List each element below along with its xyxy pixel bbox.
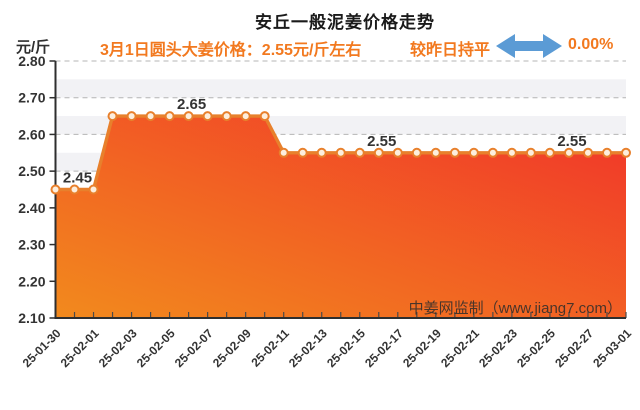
- x-axis-label: 25-02-05: [134, 326, 178, 370]
- data-point-marker: [583, 147, 593, 158]
- data-point-marker: [430, 147, 441, 158]
- data-point-marker: [88, 184, 99, 195]
- y-axis-label: 2.50: [18, 163, 45, 179]
- data-point-marker: [468, 147, 479, 158]
- change-percent-value: 0.00%: [568, 36, 614, 53]
- data-point-marker: [602, 147, 612, 158]
- data-point-marker: [411, 147, 422, 158]
- data-point-marker: [506, 147, 517, 158]
- data-point-marker: [183, 111, 194, 122]
- x-axis-label: 25-02-01: [58, 326, 102, 370]
- data-point-marker: [316, 147, 327, 158]
- y-axis-label: 2.60: [18, 126, 45, 142]
- x-axis-label: 25-02-19: [400, 326, 444, 370]
- data-point-marker: [335, 147, 346, 158]
- chart-band: [55, 79, 626, 98]
- x-axis-label: 25-02-11: [248, 326, 292, 370]
- chart-band: [55, 97, 626, 117]
- data-point-marker: [202, 111, 213, 122]
- y-axis-label: 2.10: [18, 310, 45, 326]
- point-value-label: 2.45: [63, 170, 92, 187]
- x-axis-label: 25-02-25: [514, 326, 558, 370]
- flat-double-arrow-icon: [496, 33, 562, 59]
- data-point-marker: [50, 184, 61, 195]
- data-point-marker: [240, 111, 251, 122]
- y-axis-label: 2.40: [18, 200, 45, 216]
- y-axis-label: 2.20: [18, 273, 45, 289]
- data-point-marker: [164, 111, 175, 122]
- data-point-marker: [373, 147, 384, 158]
- y-axis-unit-label: 元/斤: [16, 39, 51, 56]
- y-axis-label: 2.70: [18, 90, 45, 106]
- x-axis-label: 25-02-09: [210, 326, 254, 370]
- area-fill: [55, 116, 626, 318]
- point-value-label: 2.55: [557, 133, 586, 150]
- point-value-label: 2.55: [367, 133, 396, 150]
- x-axis-label: 25-02-15: [324, 326, 368, 370]
- x-axis-label: 25-02-03: [96, 326, 140, 370]
- chart-band: [55, 61, 626, 80]
- x-axis-label: 25-03-01: [590, 326, 634, 370]
- x-axis-label: 25-01-30: [20, 326, 64, 370]
- x-axis-label: 25-02-07: [172, 326, 216, 370]
- price-subtitle: 3月1日圆头大姜价格：2.55元/斤左右: [100, 42, 362, 59]
- data-point-marker: [145, 111, 156, 122]
- watermark-text: 中姜网监制（www.jiang7.com）: [409, 300, 622, 317]
- data-point-marker: [259, 111, 270, 122]
- x-axis-label: 25-02-17: [362, 326, 406, 370]
- point-value-label: 2.65: [177, 96, 206, 113]
- data-point-marker: [126, 111, 137, 122]
- data-point-marker: [221, 111, 232, 122]
- data-point-marker: [621, 147, 631, 158]
- data-point-marker: [525, 147, 536, 158]
- x-axis-label: 25-02-27: [552, 326, 596, 370]
- y-axis-label: 2.80: [18, 53, 45, 69]
- data-point-marker: [564, 147, 574, 158]
- data-point-marker: [297, 147, 308, 158]
- data-point-marker: [107, 111, 118, 122]
- data-point-marker: [487, 147, 498, 158]
- x-axis-label: 25-02-23: [476, 326, 520, 370]
- chart-title: 安丘一般泥姜价格走势: [255, 13, 435, 32]
- change-vs-yesterday-label: 较昨日持平: [410, 42, 491, 59]
- data-point-marker: [278, 147, 289, 158]
- x-axis-label: 25-02-13: [286, 326, 330, 370]
- data-point-marker: [544, 147, 555, 158]
- data-point-marker: [449, 147, 460, 158]
- data-point-marker: [69, 184, 80, 195]
- y-axis-label: 2.30: [18, 237, 45, 253]
- data-point-marker: [392, 147, 403, 158]
- x-axis-label: 25-02-21: [438, 326, 482, 370]
- data-point-marker: [354, 147, 365, 158]
